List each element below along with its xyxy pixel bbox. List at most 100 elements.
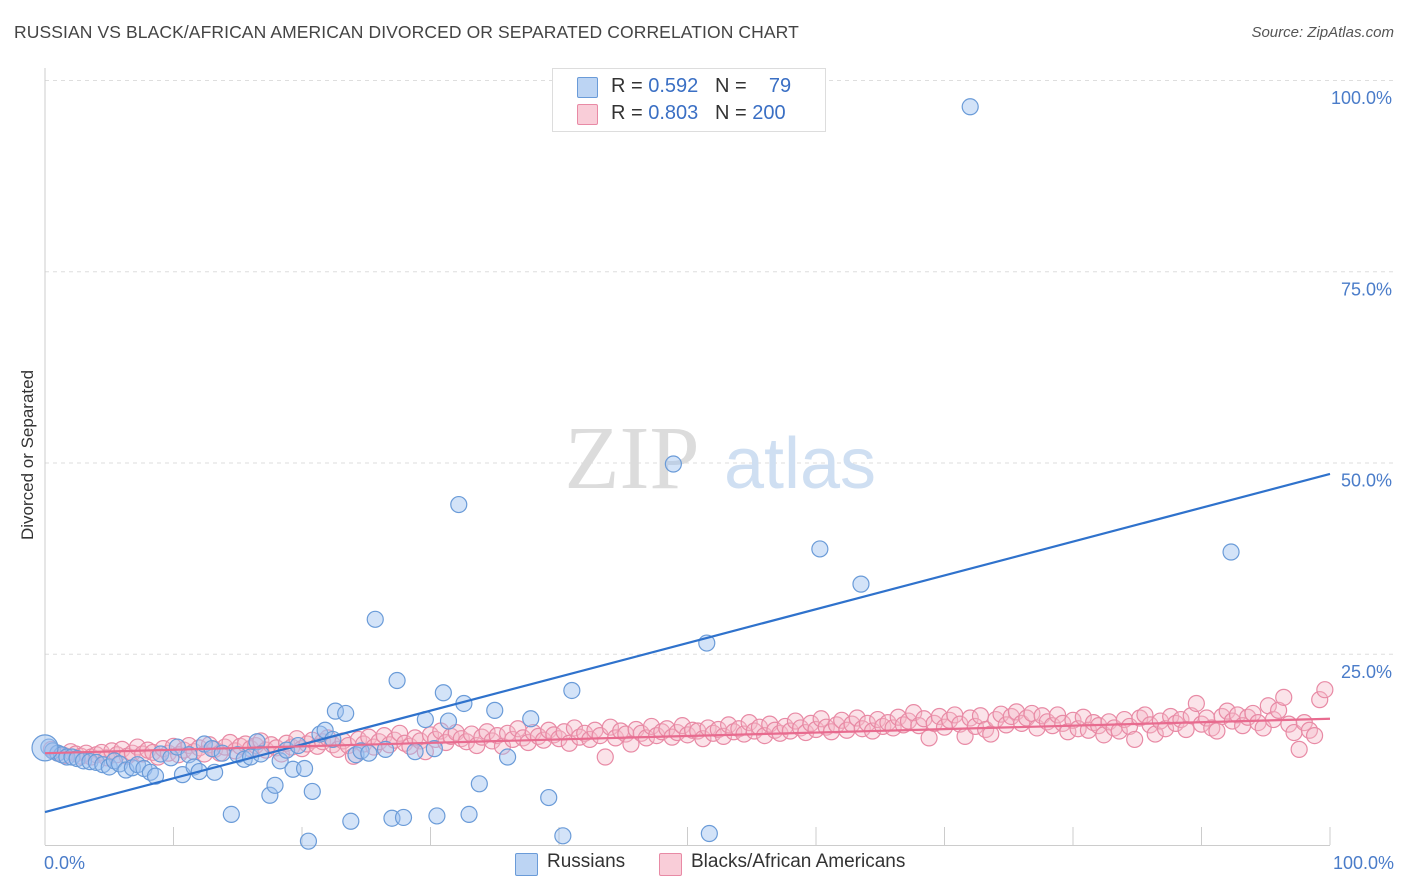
blacks-point <box>1275 688 1293 706</box>
russians-point <box>299 832 318 850</box>
blacks-point <box>1203 719 1221 737</box>
blacks-point <box>1269 701 1288 719</box>
stats-legend: R = 0.592 N = 79 R = 0.803 N = 200 <box>552 68 826 132</box>
russians-point <box>295 759 314 778</box>
blacks-point <box>1305 727 1324 745</box>
russians-trend-line <box>44 472 1331 814</box>
blacks-point <box>596 748 614 766</box>
blacks-point <box>812 710 830 728</box>
blacks-point <box>740 713 758 732</box>
blacks-point <box>1064 711 1082 729</box>
blacks-point <box>1187 694 1205 713</box>
y-tick-label: 75.0% <box>1341 279 1392 299</box>
legend-n-label: N = <box>714 102 747 124</box>
legend-r-label: R = <box>611 102 643 124</box>
blacks-point <box>565 719 584 737</box>
russians-point <box>460 805 478 824</box>
russians-point <box>486 701 504 719</box>
bottom-legend-label-blacks: Blacks/African Americans <box>691 851 906 872</box>
bottom-legend-swatch-russians <box>515 853 538 876</box>
russians-point <box>540 788 558 807</box>
russians-point <box>439 712 458 730</box>
grid-lines <box>45 80 1395 655</box>
legend-r-value: 0.592 <box>648 75 699 97</box>
blacks-point <box>920 729 938 747</box>
russians-point <box>811 540 829 558</box>
russians-point <box>366 610 384 628</box>
russians-point <box>222 805 240 824</box>
russians-point <box>428 807 446 825</box>
russians-point <box>81 753 99 771</box>
blacks-point <box>1208 722 1226 740</box>
blacks-point <box>149 748 167 766</box>
russians-point <box>342 812 360 830</box>
blacks-point <box>1146 725 1164 743</box>
series-russians-points <box>31 98 1240 850</box>
legend-r-value: 0.803 <box>648 102 699 124</box>
legend-n-label: N = <box>714 75 747 97</box>
watermark-atlas: atlas <box>724 424 876 504</box>
legend-swatch-blacks <box>577 104 598 125</box>
russians-point <box>522 710 540 728</box>
blacks-point <box>1131 709 1149 727</box>
blacks-point <box>1126 730 1144 749</box>
russians-point <box>450 495 468 514</box>
russians-point <box>31 734 59 762</box>
russians-point <box>700 824 718 843</box>
russians-point <box>261 786 279 804</box>
x-tick-label: 100.0% <box>1333 853 1394 873</box>
blacks-point <box>493 737 512 755</box>
blacks-point <box>1054 714 1072 732</box>
legend-n-value: 200 <box>752 102 786 124</box>
russians-point <box>266 776 284 794</box>
chart-title: RUSSIAN VS BLACK/AFRICAN AMERICAN DIVORC… <box>14 22 799 42</box>
russians-point <box>394 808 413 827</box>
russians-point <box>554 827 572 845</box>
y-tick-label: 25.0% <box>1341 662 1392 682</box>
y-tick-label: 50.0% <box>1341 471 1392 491</box>
y-axis-title: Divorced or Separated <box>18 369 37 541</box>
blacks-point <box>961 709 979 727</box>
blacks-point <box>1048 706 1067 724</box>
russians-point <box>499 748 517 766</box>
russians-point <box>961 98 979 116</box>
y-tick-label: 100.0% <box>1331 88 1392 108</box>
trend-lines <box>44 472 1331 814</box>
blacks-point <box>1218 702 1236 720</box>
russians-point <box>303 782 321 801</box>
blacks-point <box>905 704 923 722</box>
source-label: Source: ZipAtlas.com <box>1251 24 1394 41</box>
watermark: ZIP atlas <box>565 409 877 508</box>
russians-point <box>388 671 406 690</box>
russians-point <box>470 775 488 793</box>
x-tick-label: 0.0% <box>44 853 85 873</box>
russians-point <box>425 740 443 758</box>
russians-point <box>563 681 581 700</box>
watermark-zip: ZIP <box>565 409 700 508</box>
russians-point <box>434 684 452 702</box>
legend-r-label: R = <box>611 75 643 97</box>
russians-point <box>406 743 424 761</box>
blacks-point <box>1316 681 1334 699</box>
russians-point <box>360 744 378 762</box>
bottom-legend-label-russians: Russians <box>547 851 626 872</box>
blacks-point <box>673 717 691 735</box>
blacks-point <box>884 719 902 737</box>
blacks-point <box>1311 691 1329 709</box>
russians-point <box>326 702 345 720</box>
blacks-point <box>601 718 620 736</box>
russians-point <box>105 752 123 770</box>
blacks-point <box>478 723 496 741</box>
legend-n-value: 79 <box>768 75 792 97</box>
russians-point <box>1222 543 1240 561</box>
russians-point <box>110 755 129 773</box>
legend-swatch-russians <box>577 77 598 98</box>
blacks-point <box>391 724 409 742</box>
russians-point <box>376 740 395 758</box>
legend-text-russians: R = 0.592 N = 79 <box>611 75 791 98</box>
blacks-point <box>966 717 984 736</box>
blacks-point <box>977 720 995 739</box>
russians-point <box>337 704 355 723</box>
russians-point <box>271 752 289 770</box>
